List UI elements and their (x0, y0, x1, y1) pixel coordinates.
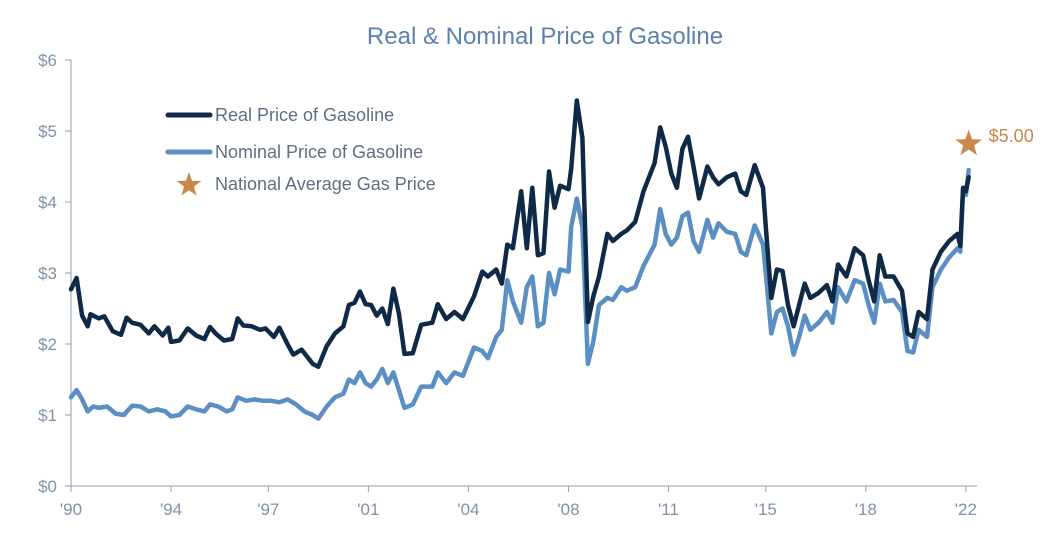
legend-star-icon (176, 172, 202, 196)
y-tick-label: $6 (38, 51, 57, 70)
y-tick-label: $0 (38, 477, 57, 496)
x-tick-label: '90 (60, 500, 82, 519)
y-tick-label: $2 (38, 335, 57, 354)
x-tick-label: '04 (457, 500, 479, 519)
x-tick-label: '97 (257, 500, 279, 519)
x-tick-label: '15 (755, 500, 777, 519)
real-price-line (68, 98, 971, 369)
legend: Real Price of Gasoline Nominal Price of G… (165, 105, 436, 196)
legend-label: Real Price of Gasoline (215, 105, 394, 125)
y-tick-label: $5 (38, 122, 57, 141)
national-average-star-icon (955, 129, 982, 156)
x-tick-label: '18 (855, 500, 877, 519)
x-tick-label: '11 (658, 500, 679, 519)
legend-label: Nominal Price of Gasoline (215, 142, 423, 162)
y-tick-label: $3 (38, 264, 57, 283)
legend-label: National Average Gas Price (215, 174, 436, 194)
nominal-price-line (68, 167, 971, 421)
annotation: $5.00 (955, 126, 1034, 156)
axes: $0 $1 $2 $3 $4 $5 $6 '90 '94 '97 '01 '04 '08 '11 '15 '1… (38, 51, 977, 519)
x-tick-label: '08 (557, 500, 579, 519)
y-tick-label: $4 (38, 193, 57, 212)
chart-title: Real & Nominal Price of Gasoline (367, 23, 723, 50)
x-tick-label: '22 (955, 500, 977, 519)
national-average-label: $5.00 (989, 126, 1034, 146)
x-tick-label: '94 (160, 500, 182, 519)
x-tick-label: '01 (357, 500, 379, 519)
series-lines (68, 98, 971, 421)
y-tick-label: $1 (38, 406, 57, 425)
